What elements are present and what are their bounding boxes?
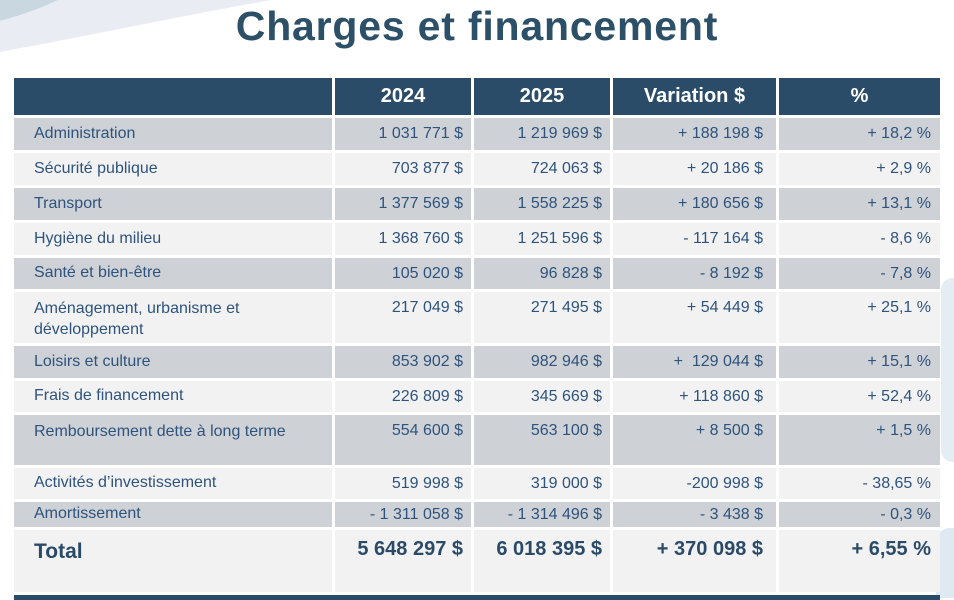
value-percent: + 15,1 % <box>779 346 940 378</box>
row-label: Aménagement, urbanisme et développement <box>14 292 332 343</box>
value-2025: 982 946 $ <box>474 346 610 378</box>
row-label: Sécurité publique <box>14 153 332 185</box>
charges-table: 2024 2025 Variation $ % Administration 1… <box>14 78 940 592</box>
value-2025: 345 669 $ <box>474 381 610 412</box>
header-percent: % <box>779 78 940 115</box>
value-percent: + 52,4 % <box>779 381 940 412</box>
value-2024: 1 377 569 $ <box>335 188 471 220</box>
bottom-right-decoration <box>936 528 954 598</box>
header-2024: 2024 <box>335 78 471 115</box>
value-2025: 724 063 $ <box>474 153 610 185</box>
value-variation: + 8 500 $ <box>613 415 776 465</box>
row-label: Hygiène du milieu <box>14 223 332 255</box>
total-2024: 5 648 297 $ <box>335 530 471 592</box>
value-2024: 105 020 $ <box>335 258 471 289</box>
value-2024: 519 998 $ <box>335 468 471 499</box>
value-variation: - 3 438 $ <box>613 502 776 527</box>
value-2025: 319 000 $ <box>474 468 610 499</box>
value-variation: + 118 860 $ <box>613 381 776 412</box>
header-empty <box>14 78 332 115</box>
value-variation: + 54 449 $ <box>613 292 776 343</box>
row-label: Loisirs et culture <box>14 346 332 378</box>
value-percent: - 38,65 % <box>779 468 940 499</box>
value-2024: 1 031 771 $ <box>335 118 471 150</box>
row-label: Administration <box>14 118 332 150</box>
total-label: Total <box>14 530 332 592</box>
value-2025: 271 495 $ <box>474 292 610 343</box>
value-percent: - 7,8 % <box>779 258 940 289</box>
row-label: Frais de financement <box>14 381 332 412</box>
value-2024: 853 902 $ <box>335 346 471 378</box>
value-variation: -200 998 $ <box>613 468 776 499</box>
table-bottom-bar <box>14 595 940 600</box>
value-2024: 1 368 760 $ <box>335 223 471 255</box>
row-label: Transport <box>14 188 332 220</box>
value-variation: + 129 044 $ <box>613 346 776 378</box>
value-percent: + 13,1 % <box>779 188 940 220</box>
right-edge-decoration <box>941 278 954 462</box>
value-2024: - 1 311 058 $ <box>335 502 471 527</box>
value-2025: 1 219 969 $ <box>474 118 610 150</box>
total-2025: 6 018 395 $ <box>474 530 610 592</box>
value-2025: 96 828 $ <box>474 258 610 289</box>
value-percent: + 18,2 % <box>779 118 940 150</box>
value-2025: - 1 314 496 $ <box>474 502 610 527</box>
value-2024: 554 600 $ <box>335 415 471 465</box>
row-label: Amortissement <box>14 502 332 527</box>
value-variation: - 8 192 $ <box>613 258 776 289</box>
value-percent: + 1,5 % <box>779 415 940 465</box>
value-2024: 703 877 $ <box>335 153 471 185</box>
value-2025: 1 558 225 $ <box>474 188 610 220</box>
total-variation: + 370 098 $ <box>613 530 776 592</box>
page-title: Charges et financement <box>235 3 719 49</box>
value-variation: + 20 186 $ <box>613 153 776 185</box>
value-2025: 563 100 $ <box>474 415 610 465</box>
value-variation: + 180 656 $ <box>613 188 776 220</box>
header-variation: Variation $ <box>613 78 776 115</box>
value-percent: + 2,9 % <box>779 153 940 185</box>
value-2025: 1 251 596 $ <box>474 223 610 255</box>
row-label: Activités d’investissement <box>14 468 332 499</box>
value-variation: - 117 164 $ <box>613 223 776 255</box>
value-percent: - 8,6 % <box>779 223 940 255</box>
value-percent: - 0,3 % <box>779 502 940 527</box>
value-variation: + 188 198 $ <box>613 118 776 150</box>
row-label: Santé et bien-être <box>14 258 332 289</box>
row-label: Remboursement dette à long terme <box>14 415 332 465</box>
header-2025: 2025 <box>474 78 610 115</box>
value-2024: 226 809 $ <box>335 381 471 412</box>
total-percent: + 6,55 % <box>779 530 940 592</box>
value-percent: + 25,1 % <box>779 292 940 343</box>
value-2024: 217 049 $ <box>335 292 471 343</box>
